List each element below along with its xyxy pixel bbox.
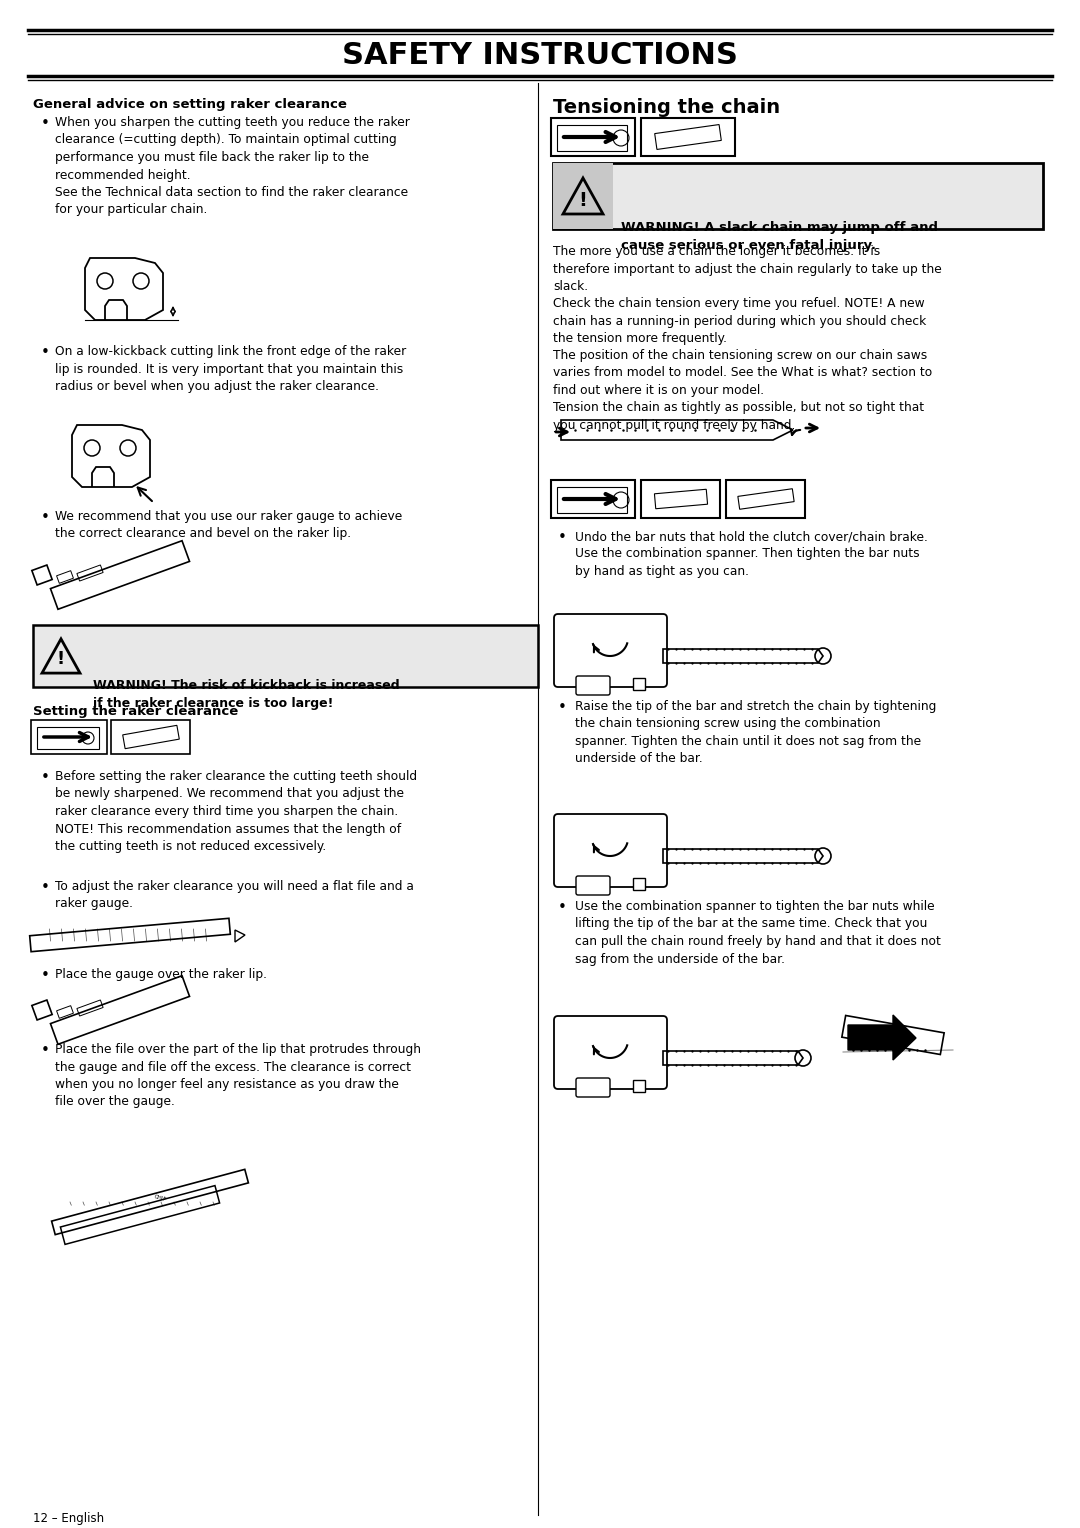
Text: General advice on setting raker clearance: General advice on setting raker clearanc… [33, 98, 347, 112]
Text: •: • [41, 969, 50, 983]
Text: •: • [41, 880, 50, 895]
FancyBboxPatch shape [576, 876, 610, 895]
FancyBboxPatch shape [633, 1080, 645, 1093]
FancyBboxPatch shape [726, 480, 805, 518]
Text: Undo the bar nuts that hold the clutch cover/chain brake.
Use the combination sp: Undo the bar nuts that hold the clutch c… [575, 530, 928, 578]
FancyBboxPatch shape [642, 480, 720, 518]
FancyBboxPatch shape [31, 720, 107, 753]
Text: Tension the chain as tightly as possible, but not so tight that
you cannot pull : Tension the chain as tightly as possible… [553, 400, 924, 431]
Text: Place the file over the part of the lip that protrudes through
the gauge and fil: Place the file over the part of the lip … [55, 1044, 421, 1108]
Text: •: • [41, 345, 50, 361]
Text: The position of the chain tensioning screw on our chain saws
varies from model t: The position of the chain tensioning scr… [553, 348, 932, 397]
FancyBboxPatch shape [642, 118, 735, 156]
Text: 12 – English: 12 – English [33, 1513, 104, 1525]
Text: •: • [558, 900, 567, 915]
Text: WARNING! A slack chain may jump off and
cause serious or even fatal injury.: WARNING! A slack chain may jump off and … [621, 222, 939, 252]
Text: •: • [41, 116, 50, 131]
FancyBboxPatch shape [37, 727, 99, 749]
Text: Tensioning the chain: Tensioning the chain [553, 98, 780, 118]
FancyBboxPatch shape [633, 879, 645, 889]
Text: •: • [41, 1044, 50, 1057]
Text: When you sharpen the cutting teeth you reduce the raker
clearance (=cutting dept: When you sharpen the cutting teeth you r… [55, 116, 410, 217]
Text: •: • [41, 770, 50, 785]
FancyBboxPatch shape [557, 125, 627, 151]
FancyBboxPatch shape [551, 118, 635, 156]
Text: •: • [41, 510, 50, 526]
Text: !: ! [579, 191, 588, 211]
FancyBboxPatch shape [557, 487, 627, 513]
Text: We recommend that you use our raker gauge to achieve
the correct clearance and b: We recommend that you use our raker gaug… [55, 510, 402, 541]
FancyBboxPatch shape [33, 625, 538, 688]
FancyBboxPatch shape [554, 814, 667, 886]
Text: WARNING! The risk of kickback is increased
if the raker clearance is too large!: WARNING! The risk of kickback is increas… [93, 678, 400, 711]
FancyBboxPatch shape [633, 678, 645, 691]
Text: •: • [558, 530, 567, 545]
FancyBboxPatch shape [576, 1077, 610, 1097]
Text: Setting the raker clearance: Setting the raker clearance [33, 704, 239, 718]
FancyBboxPatch shape [576, 675, 610, 695]
Text: The more you use a chain the longer it becomes. It is
therefore important to adj: The more you use a chain the longer it b… [553, 244, 942, 293]
Text: To adjust the raker clearance you will need a flat file and a
raker gauge.: To adjust the raker clearance you will n… [55, 880, 414, 911]
Polygon shape [848, 1015, 916, 1060]
Text: •: • [558, 700, 567, 715]
FancyBboxPatch shape [553, 163, 1043, 229]
Text: Raise the tip of the bar and stretch the chain by tightening
the chain tensionin: Raise the tip of the bar and stretch the… [575, 700, 936, 766]
Text: Check the chain tension every time you refuel. NOTE! A new
chain has a running-i: Check the chain tension every time you r… [553, 296, 927, 345]
Text: CHIP: CHIP [153, 1193, 166, 1203]
FancyBboxPatch shape [111, 720, 190, 753]
Text: Place the gauge over the raker lip.: Place the gauge over the raker lip. [55, 969, 267, 981]
Text: Before setting the raker clearance the cutting teeth should
be newly sharpened. : Before setting the raker clearance the c… [55, 770, 417, 853]
Text: On a low-kickback cutting link the front edge of the raker
lip is rounded. It is: On a low-kickback cutting link the front… [55, 345, 406, 393]
FancyBboxPatch shape [554, 614, 667, 688]
FancyBboxPatch shape [554, 1016, 667, 1089]
FancyBboxPatch shape [551, 480, 635, 518]
Text: !: ! [57, 649, 65, 668]
Text: Use the combination spanner to tighten the bar nuts while
lifting the tip of the: Use the combination spanner to tighten t… [575, 900, 941, 966]
Text: SAFETY INSTRUCTIONS: SAFETY INSTRUCTIONS [342, 41, 738, 70]
FancyBboxPatch shape [553, 163, 613, 229]
